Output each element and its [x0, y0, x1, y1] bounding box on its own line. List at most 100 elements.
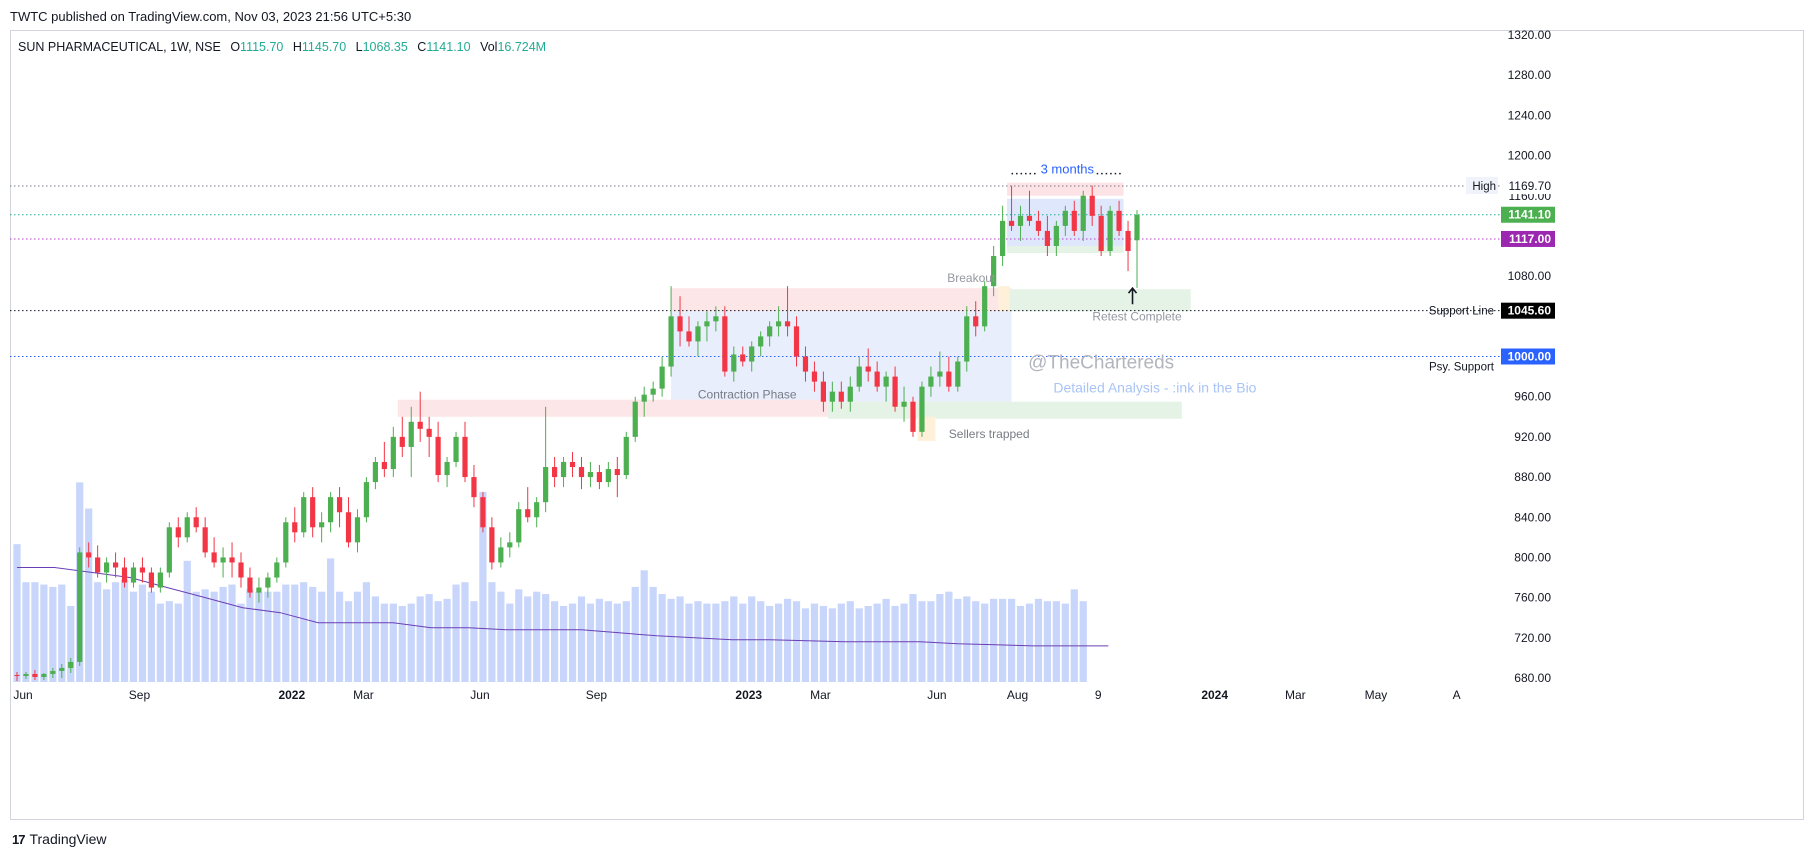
volume-bar: [425, 594, 433, 682]
candle-body: [919, 386, 925, 432]
candle: [668, 286, 674, 377]
candle-body: [86, 552, 92, 558]
volume-bar: [882, 598, 890, 682]
candle-body: [883, 376, 889, 387]
volume-bar: [649, 586, 657, 682]
volume-bar: [497, 591, 505, 682]
volume-bar: [640, 570, 648, 682]
candle: [59, 663, 65, 678]
candle-body: [659, 366, 665, 389]
volume-bar: [13, 544, 21, 682]
candle: [202, 517, 208, 558]
candle: [919, 381, 925, 437]
candle-body: [220, 557, 226, 563]
volume-bar: [353, 591, 362, 682]
candle: [749, 341, 755, 372]
volume-bar: [981, 603, 989, 682]
x-tick-label: 2022: [278, 688, 305, 702]
candle: [211, 537, 217, 568]
candle: [1116, 200, 1122, 236]
candle-body: [498, 547, 504, 563]
candle-body: [650, 388, 656, 395]
candle: [112, 552, 119, 578]
y-tick-label: 1320.00: [1508, 28, 1552, 42]
candle-body: [856, 366, 862, 387]
volume-bar: [622, 601, 630, 682]
candle-body: [552, 467, 558, 478]
volume-bar: [577, 596, 586, 682]
volume-bar: [604, 601, 612, 682]
candle-body: [749, 346, 755, 362]
candle: [525, 487, 531, 523]
candle-body: [1107, 210, 1113, 252]
volume-bar: [1079, 601, 1087, 682]
candle: [381, 441, 387, 478]
candle: [408, 406, 414, 478]
candle: [390, 426, 396, 478]
candle: [310, 487, 316, 538]
candle-body: [964, 316, 970, 362]
volume-bar: [792, 601, 801, 682]
annotation-sellers-trapped: Sellers trapped: [949, 427, 1030, 441]
candle: [372, 456, 378, 490]
candle-body: [363, 482, 370, 518]
candle-body: [372, 461, 378, 483]
candle-body: [14, 674, 20, 676]
candle: [937, 351, 943, 387]
x-tick-label: Mar: [353, 688, 374, 702]
volume-bar: [416, 596, 424, 682]
volume-bar: [219, 586, 227, 682]
candle: [301, 492, 307, 538]
volume-bar: [990, 598, 998, 682]
resistance-zone: [1007, 182, 1124, 196]
candle: [95, 545, 101, 578]
volume-bar: [1025, 603, 1034, 682]
candle-body: [973, 316, 979, 327]
line-tag-3: Support Line: [1429, 306, 1494, 318]
volume-bar: [515, 589, 523, 682]
candle-body: [256, 587, 262, 593]
x-tick-label: Sep: [586, 688, 608, 702]
candle-body: [1089, 195, 1095, 216]
price-tag-2: 1117.00: [1509, 232, 1551, 246]
candle-body: [955, 361, 961, 387]
volume-bar: [67, 605, 75, 682]
candle: [650, 381, 656, 402]
publish-info: TWTC published on TradingView.com, Nov 0…: [10, 9, 412, 24]
tag-bg-0: [1466, 177, 1498, 195]
volume-bar: [873, 603, 881, 682]
candle-body: [157, 572, 163, 588]
volume-bar: [318, 591, 326, 682]
candle: [874, 361, 880, 392]
candle-body: [1098, 215, 1104, 252]
candle: [982, 281, 988, 332]
candle-body: [596, 472, 602, 483]
x-tick-label: A: [1453, 688, 1461, 702]
footer: 17 TradingView: [12, 831, 107, 847]
volume-bar: [864, 605, 872, 682]
candle: [265, 572, 271, 598]
candle: [193, 507, 199, 533]
candle-body: [1053, 225, 1059, 246]
candle-body: [874, 371, 880, 387]
candle: [587, 461, 594, 488]
volume-bar: [1061, 603, 1069, 682]
candle-body: [283, 522, 289, 563]
candle: [319, 512, 325, 543]
candle-body: [462, 436, 468, 478]
candle: [139, 557, 146, 583]
candle: [471, 465, 477, 508]
candle: [238, 552, 244, 588]
candle-body: [175, 527, 181, 538]
chart-frame: [10, 30, 1804, 820]
candle: [596, 465, 602, 490]
volume-bar: [954, 598, 962, 682]
volume-bar: [264, 591, 272, 682]
candle: [1089, 185, 1095, 226]
price-tag-1: 1141.10: [1508, 208, 1551, 222]
candle: [23, 671, 29, 680]
volume-bar: [506, 603, 514, 682]
volume-bar: [174, 603, 182, 682]
footer-brand[interactable]: TradingView: [29, 831, 107, 847]
